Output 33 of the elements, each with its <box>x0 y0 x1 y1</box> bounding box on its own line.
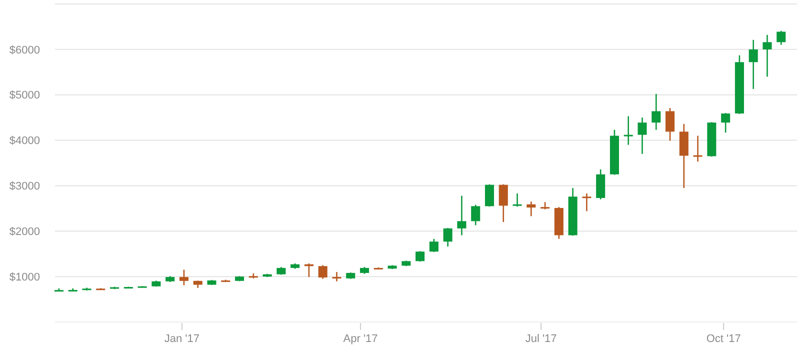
candlestick <box>693 135 702 162</box>
candlestick <box>416 250 425 262</box>
x-tick-label: Apr '17 <box>343 332 378 345</box>
candlestick <box>429 238 438 253</box>
candlestick <box>512 192 522 208</box>
y-tick-label: $4000 <box>9 135 40 148</box>
candlestick <box>762 34 772 78</box>
candlestick <box>179 269 188 286</box>
x-tick-label: Jul '17 <box>525 332 557 345</box>
candlestick <box>652 93 661 130</box>
y-tick-label: $6000 <box>9 44 40 56</box>
x-tick-label: Oct '17 <box>706 332 741 345</box>
candlestick <box>457 195 466 236</box>
candlestick <box>596 168 606 200</box>
candlestick <box>526 200 536 217</box>
y-tick-label: $3000 <box>9 180 40 193</box>
candlestick <box>624 116 633 146</box>
candlestick <box>318 264 328 280</box>
y-tick-label: $2000 <box>9 226 40 238</box>
candlestick <box>582 192 592 212</box>
candlestick <box>721 112 730 134</box>
x-tick-label: Jan '17 <box>164 332 200 345</box>
y-tick-label: $5000 <box>9 90 40 102</box>
candlestick <box>748 39 758 90</box>
candlestick <box>443 227 452 248</box>
candlestick <box>332 271 342 282</box>
candlestick <box>498 184 508 223</box>
candlestick <box>776 30 786 46</box>
candlestick <box>666 107 675 142</box>
candlestick <box>471 204 480 226</box>
candlestick <box>484 184 494 208</box>
y-tick-label: $1000 <box>9 271 40 284</box>
candlestick <box>638 116 647 155</box>
